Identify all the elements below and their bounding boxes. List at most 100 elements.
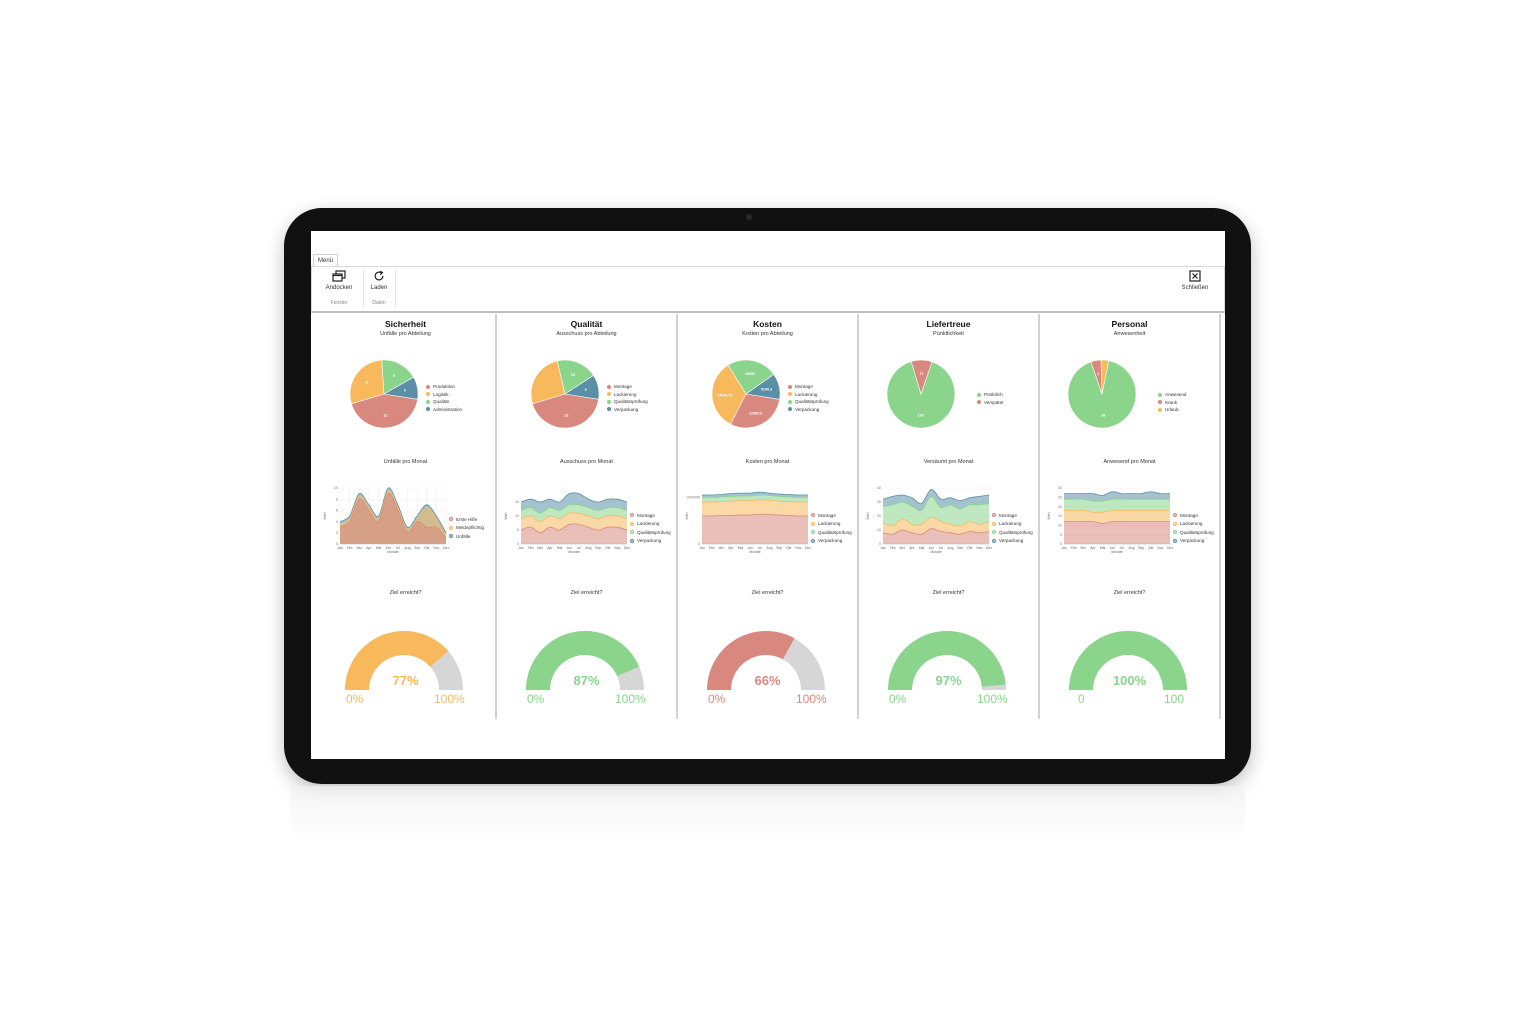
- legend-swatch: [1173, 538, 1177, 543]
- gauge-min-label: 0%: [527, 692, 545, 706]
- schliessen-button[interactable]: Schließen: [1176, 270, 1214, 291]
- gauge-max-label: 100%: [977, 692, 1008, 706]
- legend-label: Qualitätsprüfung: [795, 399, 829, 405]
- x-axis-label: Monate: [930, 550, 941, 554]
- legend-label: Lackierung: [818, 521, 841, 527]
- legend-label: Krank: [1165, 399, 1178, 405]
- pie-chart: 33 15 9: [530, 359, 600, 429]
- x-tick-label: Nov: [433, 546, 439, 550]
- pie-slice: [1100, 359, 1110, 395]
- legend-swatch: [977, 400, 981, 405]
- legend-item: Verpackung: [607, 406, 648, 414]
- gauge-fill: [707, 631, 795, 690]
- x-tick-label: Okt: [605, 546, 610, 550]
- x-tick-label: Jun: [1109, 546, 1115, 550]
- andocken-button[interactable]: Andocken: [320, 270, 358, 291]
- legend-label: Verspätet: [984, 399, 1004, 405]
- area-chart-title: Kosten pro Monat: [745, 459, 790, 465]
- x-tick-label: Mrz: [356, 546, 362, 550]
- pie-value-label: 15: [571, 373, 575, 377]
- legend-item: Montage: [992, 511, 1033, 520]
- pie-legend: Pünktlich Verspätet: [977, 391, 1003, 406]
- legend-swatch: [426, 407, 430, 412]
- area-series-line: [701, 513, 809, 517]
- refresh-icon: [374, 270, 384, 281]
- ribbon-separator: [363, 269, 364, 307]
- legend-item: Verpackung: [992, 537, 1033, 546]
- area-series: [521, 523, 627, 544]
- y-tick-label: 10: [877, 528, 881, 532]
- gauge-fill: [526, 631, 640, 690]
- y-tick-label: 0: [879, 542, 881, 546]
- x-tick-label: Okt: [967, 546, 972, 550]
- area-series-line: [520, 492, 628, 503]
- panel-liefertreue: Liefertreue Pünktlichkeit 100 11 Pünktlich Ve…: [859, 314, 1040, 719]
- pie-slice: [532, 393, 599, 429]
- gauge: [526, 631, 644, 690]
- area-series-line: [339, 490, 447, 536]
- area-legend: Montage Lackierung Qualitätsprüfung Verpack…: [630, 511, 671, 545]
- gauge-value: 77%: [392, 673, 419, 688]
- pie-chart: 12 8 5 3: [349, 359, 419, 429]
- legend-label: Produktion: [433, 384, 455, 390]
- legend-label: Montage: [1180, 512, 1198, 518]
- x-tick-label: Mrz: [718, 546, 724, 550]
- y-axis-label: Wert: [866, 512, 870, 519]
- y-tick-label: 1000000: [686, 496, 700, 500]
- y-axis-label: Wert: [504, 512, 508, 519]
- legend-label: Anwesend: [1165, 392, 1187, 398]
- ribbon-separator: [395, 269, 396, 307]
- gauge: [707, 631, 825, 690]
- laden-button[interactable]: Laden: [360, 270, 398, 291]
- pie-value-label: 5100.3: [761, 388, 772, 392]
- legend-item: Lackierung: [992, 520, 1033, 529]
- legend-item: Anwesend: [1158, 391, 1186, 399]
- legend-item: Montage: [630, 511, 671, 520]
- area-legend: Erste Hilfe Meldepflichtig Unfälle: [449, 515, 484, 541]
- x-tick-label: Aug: [947, 546, 953, 550]
- x-tick-label: Nov: [795, 546, 801, 550]
- y-tick-label: 0: [336, 542, 338, 546]
- x-tick-label: Feb: [1071, 546, 1077, 550]
- x-tick-label: Mai: [376, 546, 382, 550]
- x-tick-label: Apr: [909, 546, 915, 550]
- pie-value-label: 9: [585, 388, 587, 392]
- x-tick-label: Dez: [443, 546, 449, 550]
- y-tick-label: 25: [1058, 496, 1062, 500]
- legend-item: Administration: [426, 406, 462, 414]
- x-tick-label: Feb: [709, 546, 715, 550]
- y-tick-label: 4: [336, 520, 338, 524]
- x-tick-label: Mai: [557, 546, 563, 550]
- pie-value-label: 33: [564, 414, 568, 418]
- x-tick-label: Nov: [614, 546, 620, 550]
- legend-item: Montage: [607, 383, 648, 391]
- y-tick-label: 0: [517, 542, 519, 546]
- legend-label: Urlaub: [1165, 407, 1179, 413]
- legend-label: Verpackung: [614, 406, 639, 412]
- legend-label: Montage: [999, 512, 1017, 518]
- area-legend: Montage Lackierung Qualitätsprüfung Verpack…: [992, 511, 1033, 545]
- legend-item: Meldepflichtig: [449, 524, 484, 533]
- panel-title: Sicherheit: [384, 319, 427, 329]
- legend-label: Montage: [637, 512, 655, 518]
- pie-title: Pünktlichkeit: [933, 331, 964, 337]
- legend-item: Qualitätsprüfung: [788, 398, 829, 406]
- x-tick-label: Feb: [890, 546, 896, 550]
- legend-label: Lackierung: [614, 391, 637, 397]
- legend-swatch: [811, 530, 815, 535]
- legend-label: Verpackung: [818, 538, 843, 544]
- area-series-line: [339, 487, 447, 533]
- legend-item: Urlaub: [1158, 406, 1186, 414]
- area-series: [1064, 499, 1170, 513]
- gauge-max-label: 100%: [796, 692, 827, 706]
- legend-item: Lackierung: [1173, 520, 1214, 529]
- gauge-title: Ziel erreicht?: [1113, 590, 1146, 596]
- legend-label: Qualität: [433, 399, 449, 405]
- legend-item: Verpackung: [630, 537, 671, 546]
- gauge-fill: [888, 630, 1006, 690]
- panel-title: Liefertreue: [926, 319, 971, 329]
- y-tick-label: 20: [1058, 505, 1062, 509]
- legend-item: Lackierung: [788, 391, 829, 399]
- tab-menu[interactable]: Menü: [313, 254, 339, 267]
- tablet-reflection: [290, 786, 1245, 846]
